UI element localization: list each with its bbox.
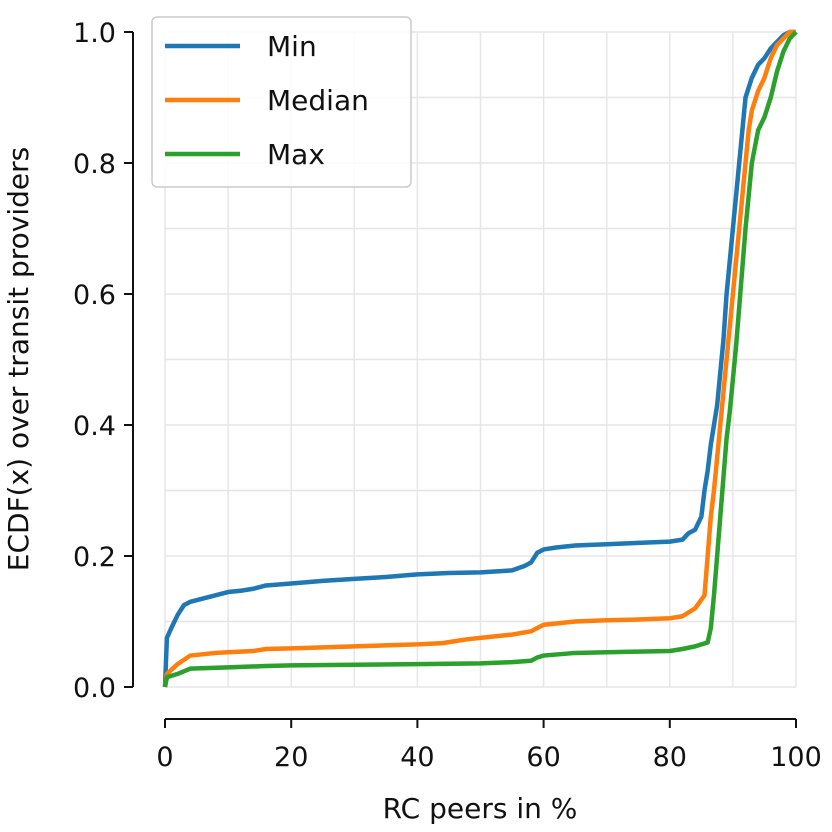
x-axis-label: RC peers in %	[383, 792, 578, 825]
legend-label-max: Max	[267, 138, 325, 171]
axes	[132, 32, 796, 720]
y-tick-label: 0.8	[73, 149, 116, 180]
series-line-median	[162, 29, 796, 688]
series-line-max	[162, 30, 798, 688]
legend-label-median: Median	[267, 84, 369, 117]
y-tick-label: 1.0	[73, 18, 116, 49]
grid-lines	[164, 31, 797, 688]
x-tick-label: 20	[274, 742, 308, 773]
x-tick-label: 80	[653, 742, 687, 773]
x-tick-label: 40	[400, 742, 434, 773]
legend-label-min: Min	[267, 30, 317, 63]
series-line-min	[162, 29, 796, 688]
x-tick-label: 60	[526, 742, 560, 773]
y-tick-label: 0.0	[73, 673, 116, 704]
legend: Min Median Max	[151, 16, 412, 188]
y-axis-label: ECDF(x) over transit providers	[2, 147, 35, 571]
x-axis-ticks: 0 20 40 60 80 100	[156, 719, 822, 773]
y-tick-label: 0.6	[73, 280, 116, 311]
x-tick-label: 100	[770, 742, 822, 773]
y-tick-label: 0.4	[73, 411, 116, 442]
legend-box	[151, 16, 412, 188]
legend-entries: Min Median Max	[165, 30, 369, 171]
series-lines	[162, 29, 798, 688]
x-tick-label: 0	[156, 742, 173, 773]
y-tick-label: 0.2	[73, 542, 116, 573]
y-axis-ticks: 0.0 0.2 0.4 0.6 0.8 1.0	[73, 18, 133, 704]
